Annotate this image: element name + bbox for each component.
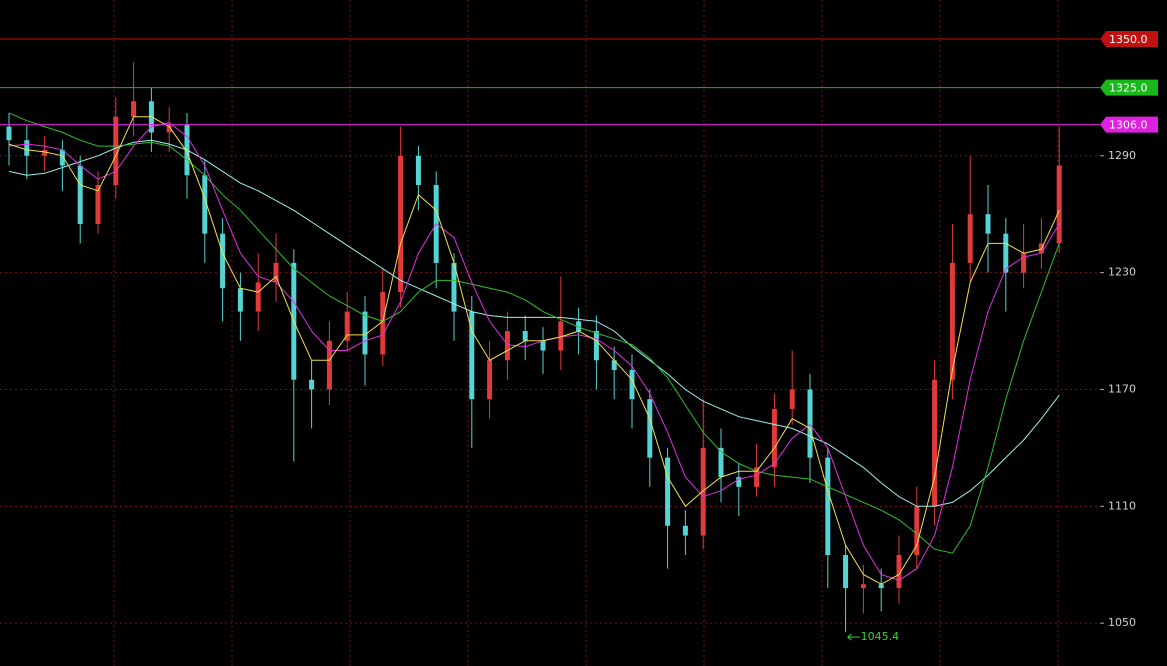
candle-body	[504, 331, 510, 361]
level-label: 1306.0	[1109, 119, 1148, 132]
candle-body	[682, 525, 688, 536]
candle-body	[629, 370, 635, 400]
candle-body	[113, 116, 119, 185]
candle-body	[949, 262, 955, 380]
candle-body	[540, 340, 546, 351]
moving-average-line	[8, 122, 1060, 581]
candle-body	[736, 477, 742, 487]
candle-body	[202, 175, 208, 234]
candle-body	[237, 288, 243, 312]
candle-body	[789, 389, 795, 409]
candle-body	[487, 360, 493, 400]
candle-body	[825, 457, 831, 555]
candle-body	[700, 447, 706, 536]
level-tag	[1100, 79, 1158, 96]
candle-body	[273, 262, 279, 283]
candle-body	[326, 340, 332, 390]
candle-body	[59, 149, 65, 166]
candle-body	[896, 555, 902, 589]
candle-body	[1021, 253, 1027, 273]
candle-body	[380, 292, 386, 355]
candle-body	[843, 555, 849, 589]
candle-body	[718, 447, 724, 478]
candle-body	[558, 321, 564, 351]
level-label: 1350.0	[1109, 33, 1148, 46]
candle-body	[255, 282, 261, 312]
moving-average-line	[8, 112, 1060, 554]
candle-body	[309, 379, 315, 390]
candle-body	[451, 262, 457, 312]
y-tick-label: 1230	[1108, 266, 1136, 279]
candle-body	[131, 101, 137, 117]
candle-body	[469, 311, 475, 400]
candle-body	[362, 311, 368, 355]
level-tag	[1100, 30, 1158, 47]
candle-body	[6, 126, 12, 141]
candle-body	[647, 399, 653, 458]
candle-body	[593, 331, 599, 361]
candle-body	[1056, 165, 1062, 244]
candle-body	[771, 408, 777, 468]
candle-body	[522, 331, 528, 341]
candle-body	[807, 389, 813, 458]
level-tag	[1100, 116, 1158, 133]
candle-body	[415, 155, 421, 185]
y-tick-label: 1110	[1108, 499, 1136, 512]
candle-body	[611, 360, 617, 370]
moving-average-line	[8, 116, 1060, 585]
candle-body	[967, 214, 973, 263]
y-tick-label: 1050	[1108, 616, 1136, 629]
level-label: 1325.0	[1109, 82, 1148, 95]
candle-body	[95, 185, 101, 224]
moving-average-line	[8, 139, 1060, 507]
candle-body	[878, 584, 884, 589]
candle-body	[24, 140, 30, 156]
candle-body	[985, 214, 991, 234]
candle-body	[220, 233, 226, 289]
candle-body	[576, 321, 582, 332]
candle-body	[932, 379, 938, 507]
candle-body	[1003, 233, 1009, 273]
candle-body	[77, 165, 83, 224]
y-tick-label: 1290	[1108, 149, 1136, 162]
candle-body	[665, 457, 671, 526]
y-tick-label: 1170	[1108, 382, 1136, 395]
min-arrow-head	[847, 633, 852, 641]
candle-body	[344, 311, 350, 341]
candle-body	[166, 124, 172, 133]
candle-body	[914, 506, 920, 555]
candle-body	[42, 149, 48, 156]
candle-body	[860, 584, 866, 589]
candle-body	[754, 467, 760, 487]
candle-body	[398, 155, 404, 293]
min-label: 1045.4	[861, 630, 900, 643]
